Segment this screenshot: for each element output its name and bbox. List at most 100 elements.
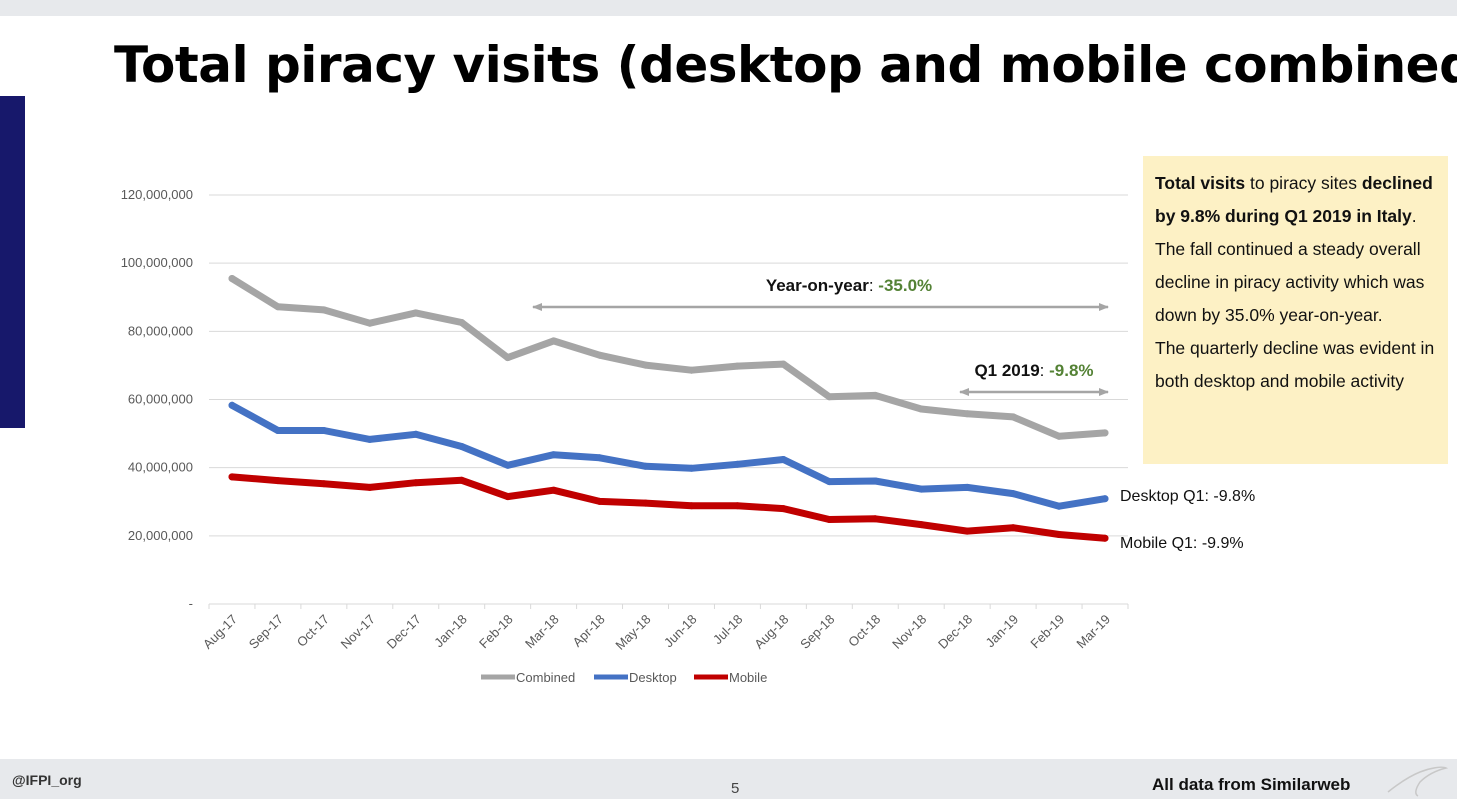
- gridlines: [209, 194, 1128, 537]
- legend-label-combined: Combined: [516, 670, 575, 685]
- data-point-combined: [458, 319, 466, 326]
- data-point-mobile: [1009, 524, 1017, 532]
- y-tick-label: -: [189, 596, 193, 611]
- data-point-mobile: [550, 486, 558, 494]
- data-point-mobile: [596, 497, 604, 505]
- social-handle[interactable]: @IFPI_org: [12, 772, 82, 788]
- footer: [0, 759, 1457, 799]
- data-point-desktop: [1009, 490, 1017, 498]
- data-point-combined: [1055, 432, 1063, 440]
- data-point-combined: [550, 337, 558, 345]
- data-point-desktop: [320, 427, 328, 434]
- data-point-combined: [228, 275, 236, 282]
- data-point-mobile: [458, 476, 466, 484]
- data-point-combined: [825, 393, 833, 401]
- data-point-mobile: [274, 477, 282, 485]
- summary-text-1: to piracy sites: [1245, 173, 1362, 193]
- x-tick-label: Sep-17: [246, 612, 286, 652]
- yoy-text: Year-on-year: -35.0%: [766, 276, 932, 295]
- mobile-q1-label: Mobile Q1: -9.9%: [1120, 535, 1244, 552]
- x-tick-label: Aug-18: [751, 612, 791, 652]
- data-point-combined: [917, 405, 925, 413]
- x-tick-label: Feb-18: [476, 612, 516, 652]
- x-tick-label: Sep-18: [797, 612, 837, 652]
- data-point-desktop: [825, 478, 833, 486]
- data-point-desktop: [917, 485, 925, 493]
- data-point-desktop: [458, 443, 466, 450]
- y-tick-label: 20,000,000: [128, 528, 193, 543]
- q1-annotation: Q1 2019: -9.8%: [959, 361, 1109, 396]
- data-point-mobile: [917, 521, 925, 529]
- data-point-desktop: [504, 461, 512, 469]
- x-tick-label: Jan-18: [431, 612, 470, 651]
- data-point-desktop: [366, 435, 374, 443]
- summary-bold-2: declined by 9.8% during Q1 2019 in Italy: [1155, 173, 1433, 226]
- data-point-mobile: [366, 483, 374, 491]
- x-tick-label: Oct-18: [845, 612, 883, 650]
- data-point-desktop: [642, 462, 649, 470]
- data-point-mobile: [733, 502, 741, 510]
- desktop-q1-label: Desktop Q1: -9.8%: [1120, 488, 1255, 505]
- data-point-mobile: [688, 502, 695, 510]
- line-chart: - 20,000,000 40,000,000 60,000,000 80,000,00…: [121, 187, 1255, 685]
- series-line-desktop: [228, 401, 1109, 510]
- data-point-desktop: [1055, 502, 1063, 510]
- data-point-mobile: [412, 479, 420, 487]
- y-tick-label: 60,000,000: [128, 392, 193, 407]
- series-lines: [228, 275, 1109, 542]
- data-point-combined: [504, 354, 512, 362]
- data-point-mobile: [504, 493, 512, 501]
- data-point-combined: [596, 351, 604, 359]
- y-tick-label: 80,000,000: [128, 323, 193, 338]
- x-tick-label: Nov-17: [338, 612, 378, 652]
- data-point-mobile: [320, 480, 328, 488]
- x-tick-label: Mar-19: [1073, 612, 1113, 652]
- summary-text-3: The quarterly decline was evident in bot…: [1155, 338, 1435, 391]
- data-point-desktop: [412, 430, 420, 438]
- data-point-combined: [871, 391, 879, 399]
- data-point-combined: [779, 360, 787, 368]
- data-point-desktop: [1101, 495, 1109, 503]
- yoy-value: -35.0%: [878, 276, 932, 295]
- data-point-mobile: [825, 516, 833, 523]
- data-point-desktop: [228, 401, 236, 409]
- x-tick-label: May-18: [612, 612, 653, 653]
- x-tick-label: Apr-18: [569, 612, 607, 650]
- y-tick-label: 120,000,000: [121, 187, 193, 202]
- summary-text-2: . The fall continued a steady overall de…: [1155, 206, 1425, 325]
- data-point-mobile: [228, 473, 236, 481]
- data-point-desktop: [779, 456, 787, 463]
- x-tick-label: Nov-18: [889, 612, 929, 652]
- data-point-mobile: [642, 499, 649, 507]
- x-tick-label: Jan-19: [983, 612, 1022, 651]
- accent-bar: [0, 96, 25, 428]
- data-point-mobile: [963, 527, 971, 535]
- q1-label: Q1 2019: [974, 361, 1039, 380]
- series-line-combined: [228, 275, 1109, 440]
- y-tick-label: 40,000,000: [128, 460, 193, 475]
- data-point-mobile: [1101, 534, 1109, 542]
- x-tick-label: Aug-17: [200, 612, 240, 652]
- data-point-desktop: [550, 451, 558, 459]
- yoy-label: Year-on-year: [766, 276, 869, 295]
- yoy-separator: :: [869, 276, 878, 295]
- data-point-desktop: [596, 454, 604, 462]
- page-title: Total piracy visits (desktop and mobile …: [114, 36, 1457, 94]
- data-point-desktop: [733, 460, 741, 468]
- top-strip: [0, 0, 1457, 16]
- legend-label-mobile: Mobile: [729, 670, 767, 685]
- x-tick-label: Oct-17: [294, 612, 332, 650]
- page-number: 5: [731, 780, 740, 797]
- legend-label-desktop: Desktop: [629, 670, 677, 685]
- data-point-combined: [688, 366, 695, 374]
- data-point-mobile: [1055, 531, 1063, 538]
- data-point-combined: [366, 319, 374, 327]
- q1-value: -9.8%: [1049, 361, 1093, 380]
- y-tick-label: 100,000,000: [121, 255, 193, 270]
- q1-text: Q1 2019: -9.8%: [974, 361, 1093, 380]
- data-point-combined: [963, 410, 971, 418]
- axes: - 20,000,000 40,000,000 60,000,000 80,000,00…: [121, 187, 1129, 653]
- yoy-annotation: Year-on-year: -35.0%: [532, 276, 1109, 311]
- x-tick-label: Dec-18: [935, 612, 975, 652]
- x-tick-label: Mar-18: [522, 612, 562, 652]
